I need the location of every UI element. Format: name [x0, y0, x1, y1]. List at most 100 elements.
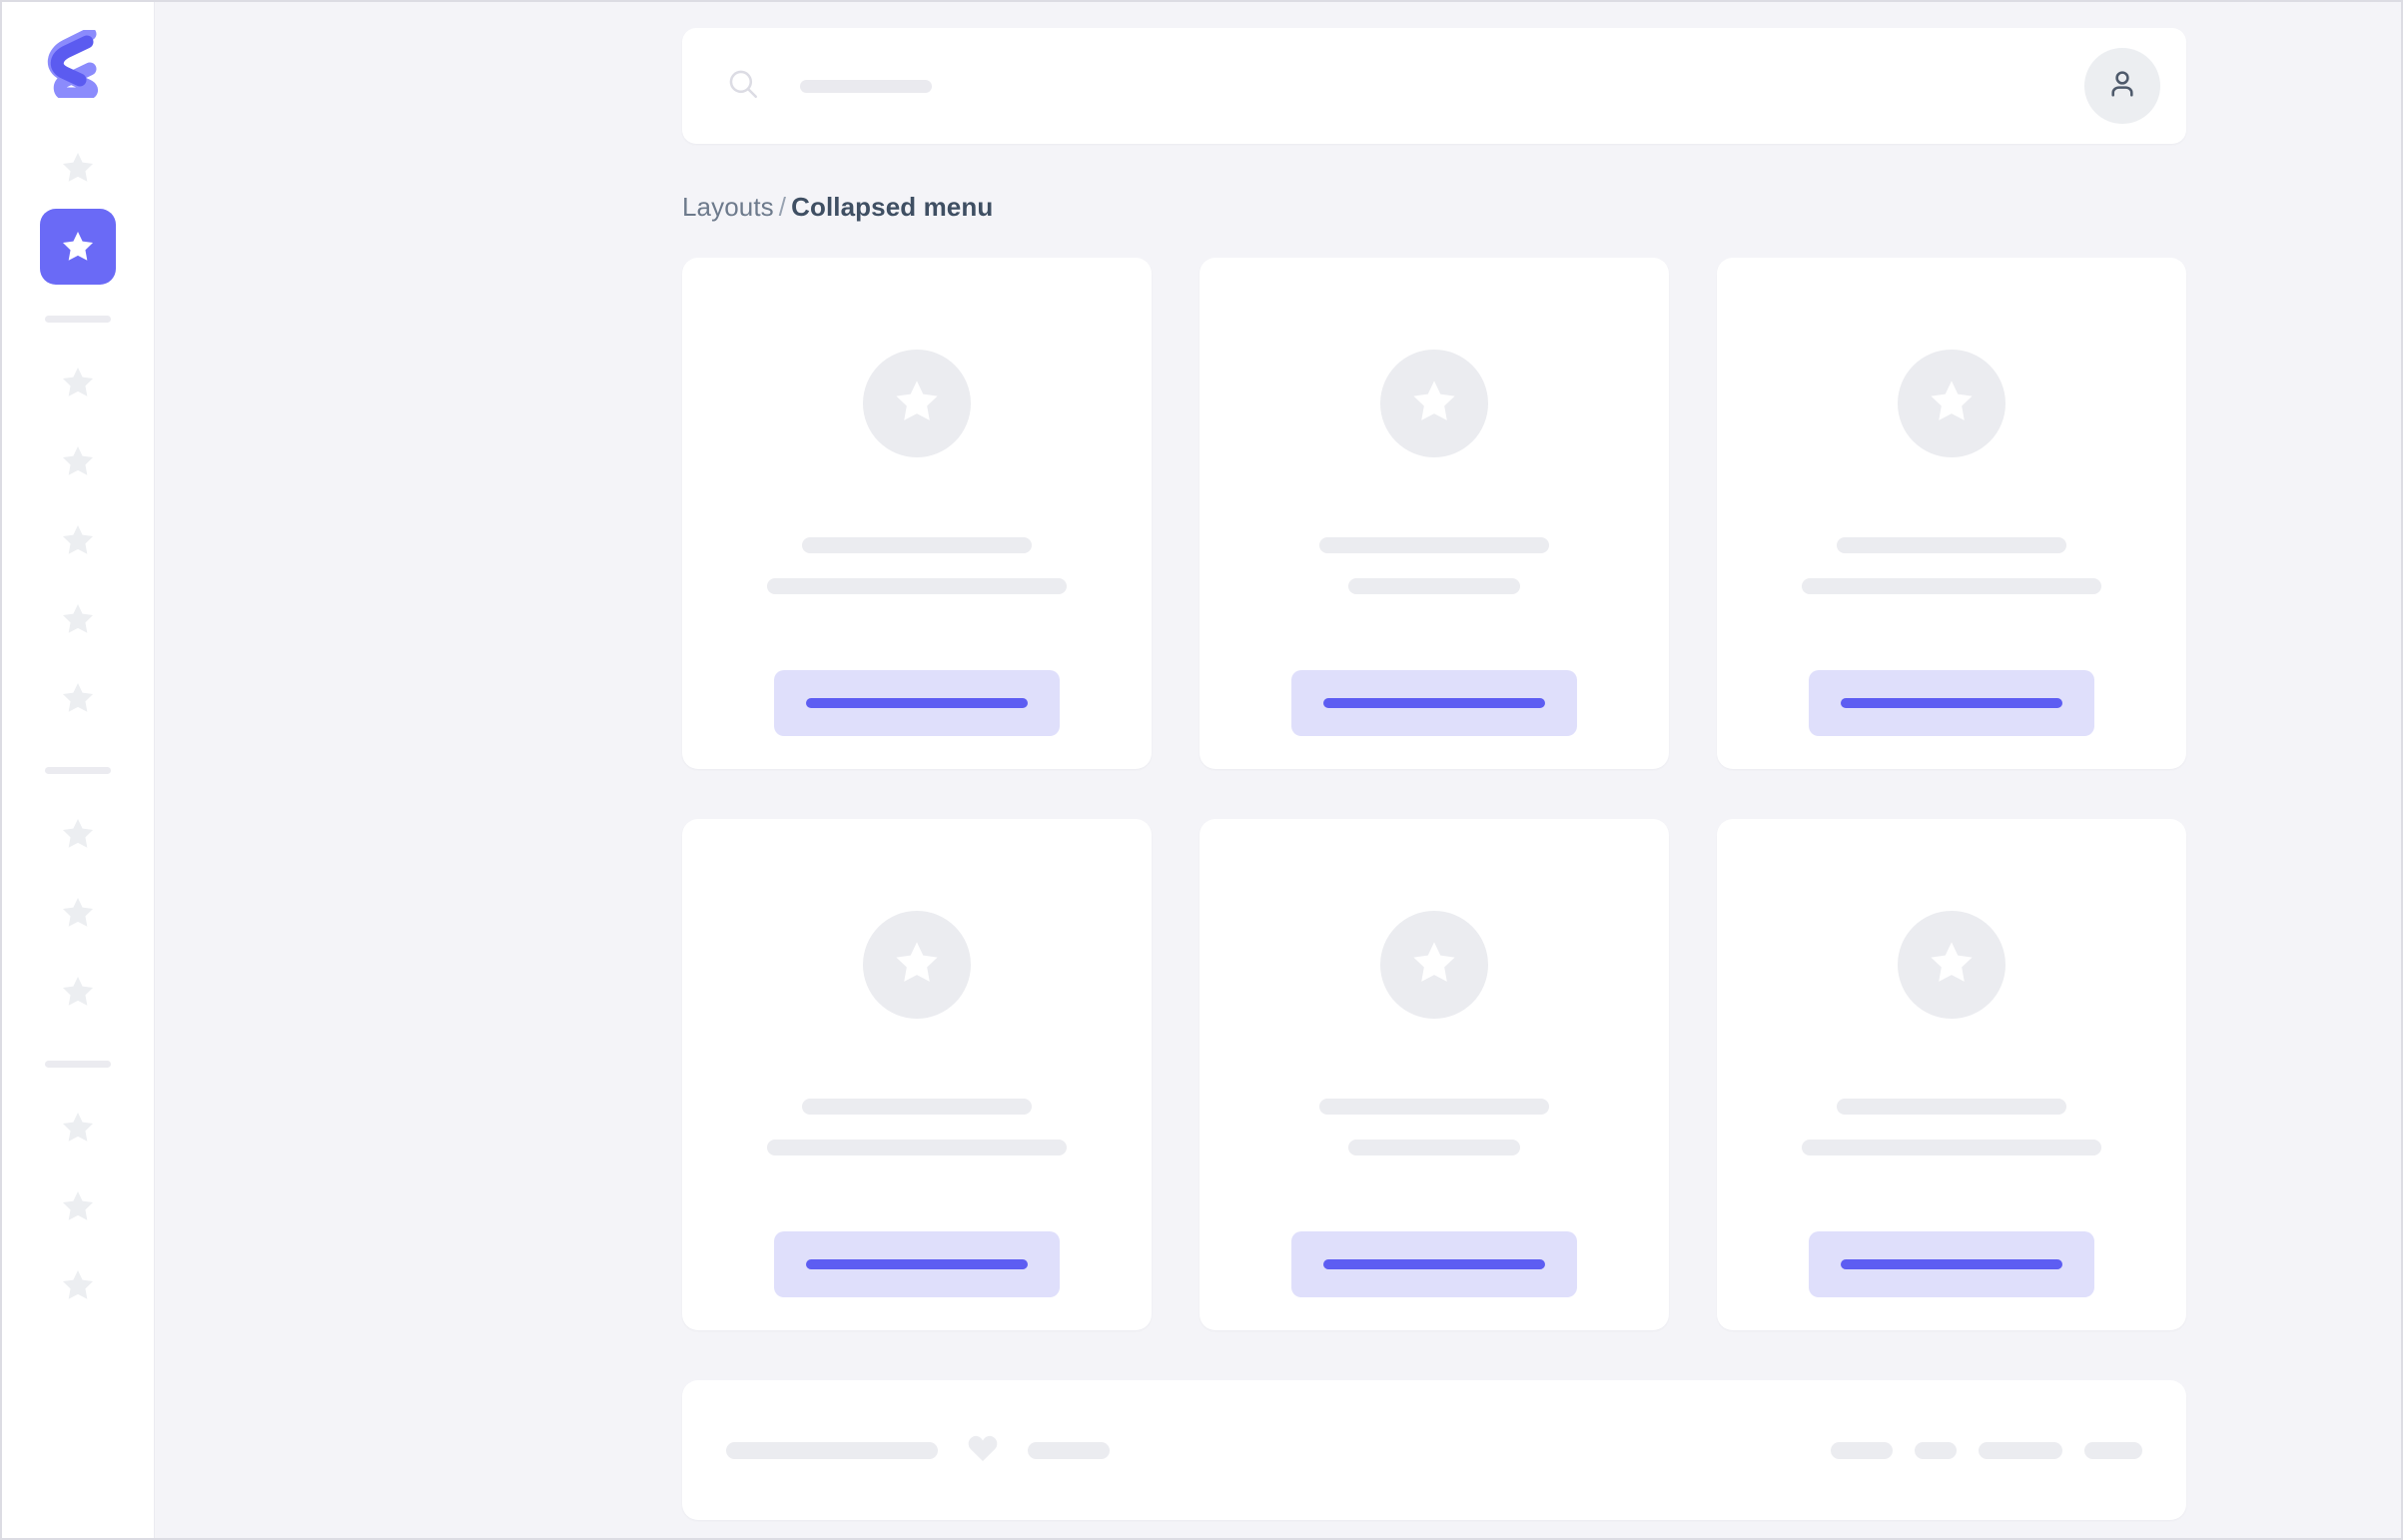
card-subtitle-skeleton — [1802, 1140, 2101, 1155]
card-subtitle-skeleton — [1348, 578, 1520, 594]
search-input[interactable] — [800, 79, 932, 93]
sidebar-item-6[interactable] — [40, 581, 116, 657]
heart-icon[interactable] — [966, 1432, 1000, 1469]
footer-action-3[interactable] — [1979, 1441, 2062, 1459]
s-logo-icon — [46, 27, 110, 103]
footer-right-group — [1831, 1441, 2142, 1459]
card-action-label-skeleton — [1841, 1259, 2062, 1269]
star-icon — [59, 815, 97, 853]
sidebar-divider-3 — [45, 1061, 111, 1068]
card-title-skeleton — [1837, 1099, 2066, 1115]
star-icon — [1926, 937, 1978, 994]
card-subtitle-skeleton — [1802, 578, 2101, 594]
user-icon — [2104, 66, 2140, 107]
footer-skeleton-2 — [1028, 1441, 1110, 1459]
sidebar-item-11[interactable] — [40, 1090, 116, 1165]
star-icon — [59, 679, 97, 717]
breadcrumb: Layouts / Collapsed menu — [682, 194, 2186, 220]
footer-action-4[interactable] — [2084, 1441, 2142, 1459]
breadcrumb-parent[interactable]: Layouts — [682, 192, 774, 222]
star-icon — [1926, 376, 1978, 432]
card-action-button[interactable] — [774, 1231, 1060, 1297]
card-title-skeleton — [1837, 537, 2066, 553]
star-icon — [59, 442, 97, 480]
sidebar-item-3[interactable] — [40, 345, 116, 420]
card-avatar — [1898, 911, 2005, 1019]
star-icon — [59, 149, 97, 187]
sidebar-item-12[interactable] — [40, 1168, 116, 1244]
card-action-label-skeleton — [806, 698, 1028, 708]
card-subtitle-skeleton — [767, 1140, 1067, 1155]
sidebar-divider-2 — [45, 767, 111, 774]
card-action-label-skeleton — [806, 1259, 1028, 1269]
star-icon — [1408, 376, 1460, 432]
card-action-button[interactable] — [1809, 1231, 2094, 1297]
card-1 — [682, 258, 1152, 769]
star-icon — [59, 1187, 97, 1225]
sidebar-item-10[interactable] — [40, 954, 116, 1030]
footer-skeleton-1 — [726, 1441, 938, 1459]
card-avatar — [863, 911, 971, 1019]
card-title-skeleton — [1319, 1099, 1549, 1115]
card-4 — [682, 819, 1152, 1330]
card-action-button[interactable] — [774, 670, 1060, 736]
breadcrumb-current: Collapsed menu — [791, 192, 994, 222]
card-title-skeleton — [802, 1099, 1032, 1115]
app-logo[interactable] — [42, 27, 114, 104]
card-action-button[interactable] — [1291, 670, 1577, 736]
card-avatar — [1380, 350, 1488, 457]
card-subtitle-skeleton — [767, 578, 1067, 594]
card-title-skeleton — [802, 537, 1032, 553]
star-icon — [59, 1266, 97, 1304]
card-action-label-skeleton — [1323, 698, 1545, 708]
sidebar-group-primary — [2, 130, 154, 288]
sidebar-item-13[interactable] — [40, 1247, 116, 1323]
card-avatar — [1898, 350, 2005, 457]
footer-left-group — [726, 1432, 1110, 1469]
card-avatar — [1380, 911, 1488, 1019]
topbar — [682, 28, 2186, 144]
sidebar-item-1[interactable] — [40, 130, 116, 206]
footer-action-2[interactable] — [1915, 1441, 1957, 1459]
card-subtitle-skeleton — [1348, 1140, 1520, 1155]
star-icon — [59, 521, 97, 559]
avatar[interactable] — [2084, 48, 2160, 124]
star-icon — [59, 1109, 97, 1147]
sidebar-item-7[interactable] — [40, 660, 116, 736]
sidebar — [2, 2, 155, 1538]
card-action-button[interactable] — [1291, 1231, 1577, 1297]
sidebar-item-4[interactable] — [40, 423, 116, 499]
card-6 — [1717, 819, 2186, 1330]
sidebar-divider-1 — [45, 316, 111, 323]
sidebar-group-4 — [2, 1090, 154, 1326]
star-icon — [59, 973, 97, 1011]
sidebar-group-2 — [2, 345, 154, 739]
card-5 — [1200, 819, 1669, 1330]
star-icon — [59, 600, 97, 638]
sidebar-item-8[interactable] — [40, 796, 116, 872]
card-action-label-skeleton — [1323, 1259, 1545, 1269]
card-2 — [1200, 258, 1669, 769]
sidebar-item-5[interactable] — [40, 502, 116, 578]
main-content: Layouts / Collapsed menu — [682, 28, 2186, 1520]
sidebar-item-9[interactable] — [40, 875, 116, 951]
footer-bar — [682, 1380, 2186, 1520]
card-action-button[interactable] — [1809, 670, 2094, 736]
footer-action-1[interactable] — [1831, 1441, 1893, 1459]
breadcrumb-separator: / — [778, 192, 787, 222]
star-icon — [891, 376, 943, 432]
star-icon — [59, 228, 97, 266]
card-action-label-skeleton — [1841, 698, 2062, 708]
main-region: Layouts / Collapsed menu — [155, 2, 2401, 1538]
search-icon[interactable] — [726, 67, 760, 106]
card-title-skeleton — [1319, 537, 1549, 553]
star-icon — [59, 364, 97, 401]
sidebar-item-2[interactable] — [40, 209, 116, 285]
star-icon — [1408, 937, 1460, 994]
card-avatar — [863, 350, 971, 457]
card-grid — [682, 258, 2186, 1330]
card-3 — [1717, 258, 2186, 769]
star-icon — [59, 894, 97, 932]
sidebar-group-3 — [2, 796, 154, 1033]
